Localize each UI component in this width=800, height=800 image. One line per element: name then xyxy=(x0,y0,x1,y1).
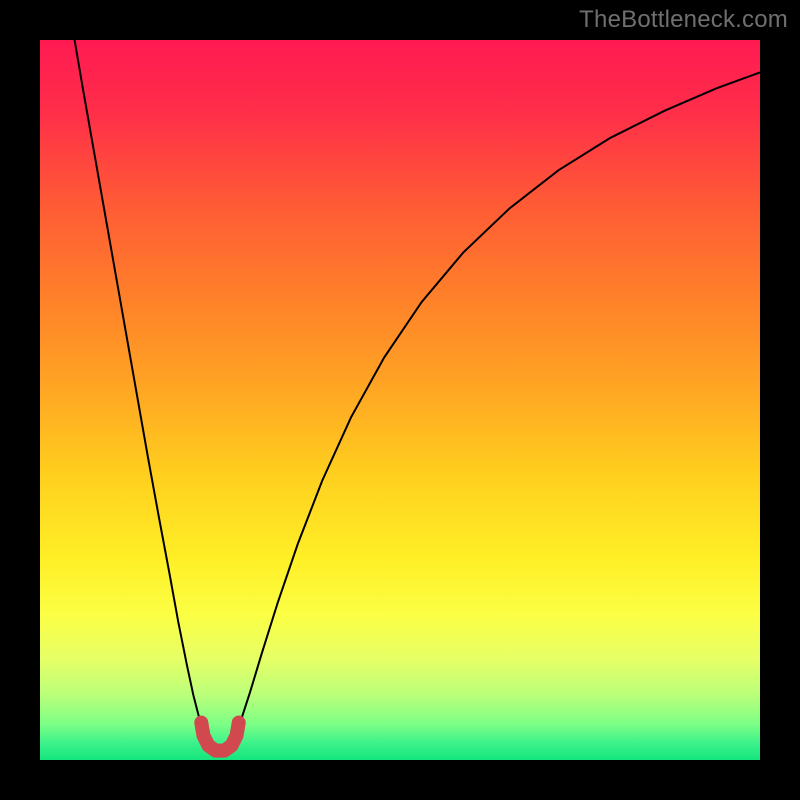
gradient-background xyxy=(40,40,760,760)
bottleneck-chart xyxy=(0,0,800,800)
watermark-text: TheBottleneck.com xyxy=(579,6,788,34)
